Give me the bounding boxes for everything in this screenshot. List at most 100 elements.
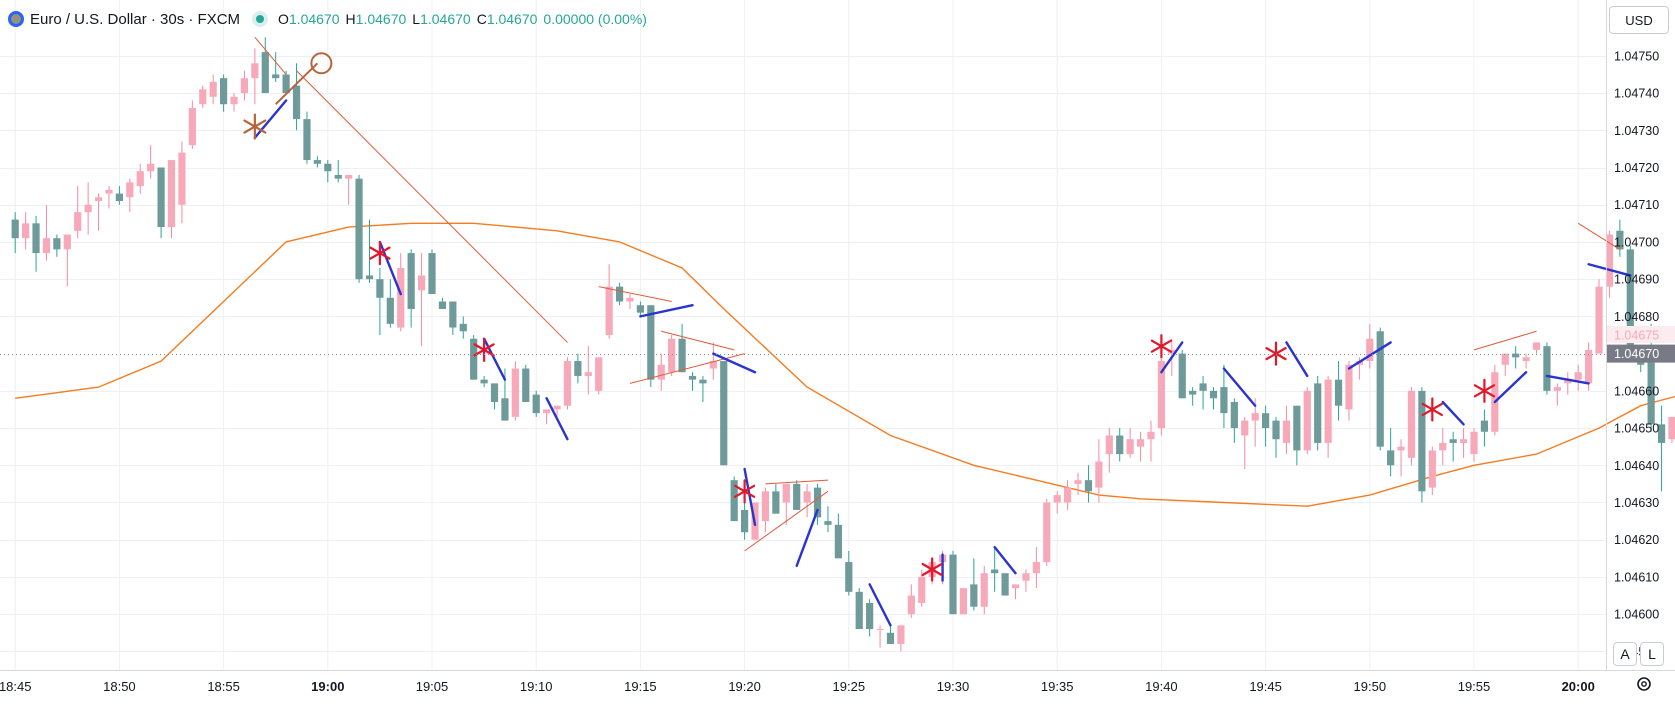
candle-body <box>282 74 290 94</box>
candle-down <box>1272 416 1280 458</box>
log-scale-button[interactable]: L <box>1640 642 1664 666</box>
price-tick-label: 1.04720 <box>1614 161 1659 175</box>
red-cross-marker-stroke <box>1421 402 1443 417</box>
candle-up <box>709 342 717 380</box>
candle-body <box>1366 338 1374 362</box>
blue-marker-line[interactable] <box>1587 263 1632 277</box>
blue-marker-line[interactable] <box>1347 341 1392 370</box>
settings-gear-icon[interactable] <box>1633 673 1655 695</box>
candle-up <box>417 253 426 347</box>
brown-cross-marker[interactable] <box>243 113 267 140</box>
blue-marker-line[interactable] <box>482 337 507 381</box>
candle-down <box>261 37 269 94</box>
red-cross-marker[interactable] <box>1473 378 1496 403</box>
candle-body <box>1084 480 1093 492</box>
blue-marker-line[interactable] <box>253 99 288 139</box>
trendline[interactable] <box>1577 222 1621 250</box>
price-tick-label: 1.04680 <box>1614 310 1659 324</box>
trendline[interactable] <box>629 353 745 384</box>
red-cross-marker[interactable] <box>369 241 391 266</box>
drawing-tools-layer[interactable] <box>243 36 1632 627</box>
candle-up <box>1397 439 1405 477</box>
candle-down <box>272 52 280 82</box>
blue-marker-line[interactable] <box>545 397 569 441</box>
red-cross-marker[interactable] <box>1265 341 1287 366</box>
trendline[interactable] <box>765 479 828 485</box>
candle-up <box>1157 353 1165 436</box>
candle-body <box>1626 249 1634 362</box>
grid <box>0 0 1606 670</box>
blue-marker-line[interactable] <box>868 583 892 627</box>
blue-marker-line[interactable] <box>712 352 757 374</box>
trendline[interactable] <box>1473 330 1537 351</box>
candle-body <box>272 74 280 79</box>
candle-up <box>563 357 572 410</box>
candle-body <box>1439 442 1447 451</box>
red-cross-marker-stroke <box>733 484 756 498</box>
ohlc-open: O1.04670 <box>278 11 340 27</box>
blue-marker-line[interactable] <box>743 467 757 527</box>
market-status-icon[interactable] <box>256 15 265 23</box>
blue-marker-line[interactable] <box>1160 341 1184 374</box>
blue-marker-line[interactable] <box>1441 400 1465 426</box>
red-cross-marker[interactable] <box>1421 397 1443 422</box>
price-scale[interactable]: 1.04750 1.04740 1.04730 1.04720 1.04710 1.047… <box>1607 49 1675 659</box>
time-tick-label: 19:40 <box>1145 679 1178 694</box>
blue-marker-line[interactable] <box>1493 371 1528 404</box>
red-cross-marker[interactable] <box>733 479 756 504</box>
blue-marker-line[interactable] <box>993 545 1017 575</box>
candle-body <box>1293 405 1301 451</box>
trendline[interactable] <box>744 490 829 552</box>
candle-up <box>897 625 905 652</box>
candle-body <box>595 357 603 391</box>
candle-body <box>199 89 207 105</box>
candle-body <box>1032 562 1040 574</box>
candle-down <box>1387 428 1395 477</box>
blue-marker-line[interactable] <box>1285 341 1309 378</box>
blue-marker-line[interactable] <box>1222 367 1257 407</box>
candle-body <box>1241 420 1249 436</box>
candle-body <box>720 361 728 466</box>
symbol-title[interactable]: Euro / U.S. Dollar · 30s · FXCM <box>30 10 241 28</box>
time-scale[interactable]: 18:45 18:50 18:55 19:00 19:05 19:10 19:15 19:20… <box>0 679 1595 694</box>
candle-up <box>1407 387 1416 466</box>
blue-marker-line[interactable] <box>639 304 694 318</box>
candle-body <box>553 405 561 410</box>
candle-down <box>1116 428 1124 462</box>
candle-up <box>782 483 790 525</box>
candle-up <box>94 193 103 231</box>
candle-up <box>511 361 519 421</box>
candle-body <box>1136 439 1145 447</box>
blue-marker-line[interactable] <box>795 508 819 567</box>
red-cross-marker[interactable] <box>1150 334 1173 359</box>
red-cross-marker[interactable] <box>473 337 495 362</box>
auto-scale-button[interactable]: A <box>1613 642 1637 666</box>
candle-body <box>1251 413 1259 421</box>
candle-down <box>793 480 801 510</box>
brown-marker-line[interactable] <box>274 62 319 105</box>
trendline[interactable] <box>254 36 287 75</box>
candle-body <box>970 584 978 607</box>
candle-body <box>1157 361 1165 429</box>
candle-body <box>1449 439 1457 443</box>
candle-body <box>1262 413 1270 429</box>
trendline[interactable] <box>296 70 568 343</box>
candle-body <box>1147 431 1155 440</box>
currency-selector[interactable]: USD <box>1609 6 1669 34</box>
ohlc-low: L1.04670 <box>412 11 471 27</box>
candle-body <box>1522 357 1530 362</box>
candle-down <box>438 297 447 309</box>
red-cross-marker[interactable] <box>921 557 943 582</box>
candle-down <box>772 483 780 514</box>
trendline[interactable] <box>598 286 672 302</box>
candle-up <box>230 93 238 112</box>
candle-body <box>886 632 895 644</box>
brown-circle-marker[interactable] <box>310 52 333 75</box>
blue-marker-line[interactable] <box>1545 374 1590 385</box>
trendline[interactable] <box>661 330 735 351</box>
candle-body <box>94 197 103 201</box>
candle-down <box>324 160 332 183</box>
symbol-logo-icon <box>8 11 24 27</box>
